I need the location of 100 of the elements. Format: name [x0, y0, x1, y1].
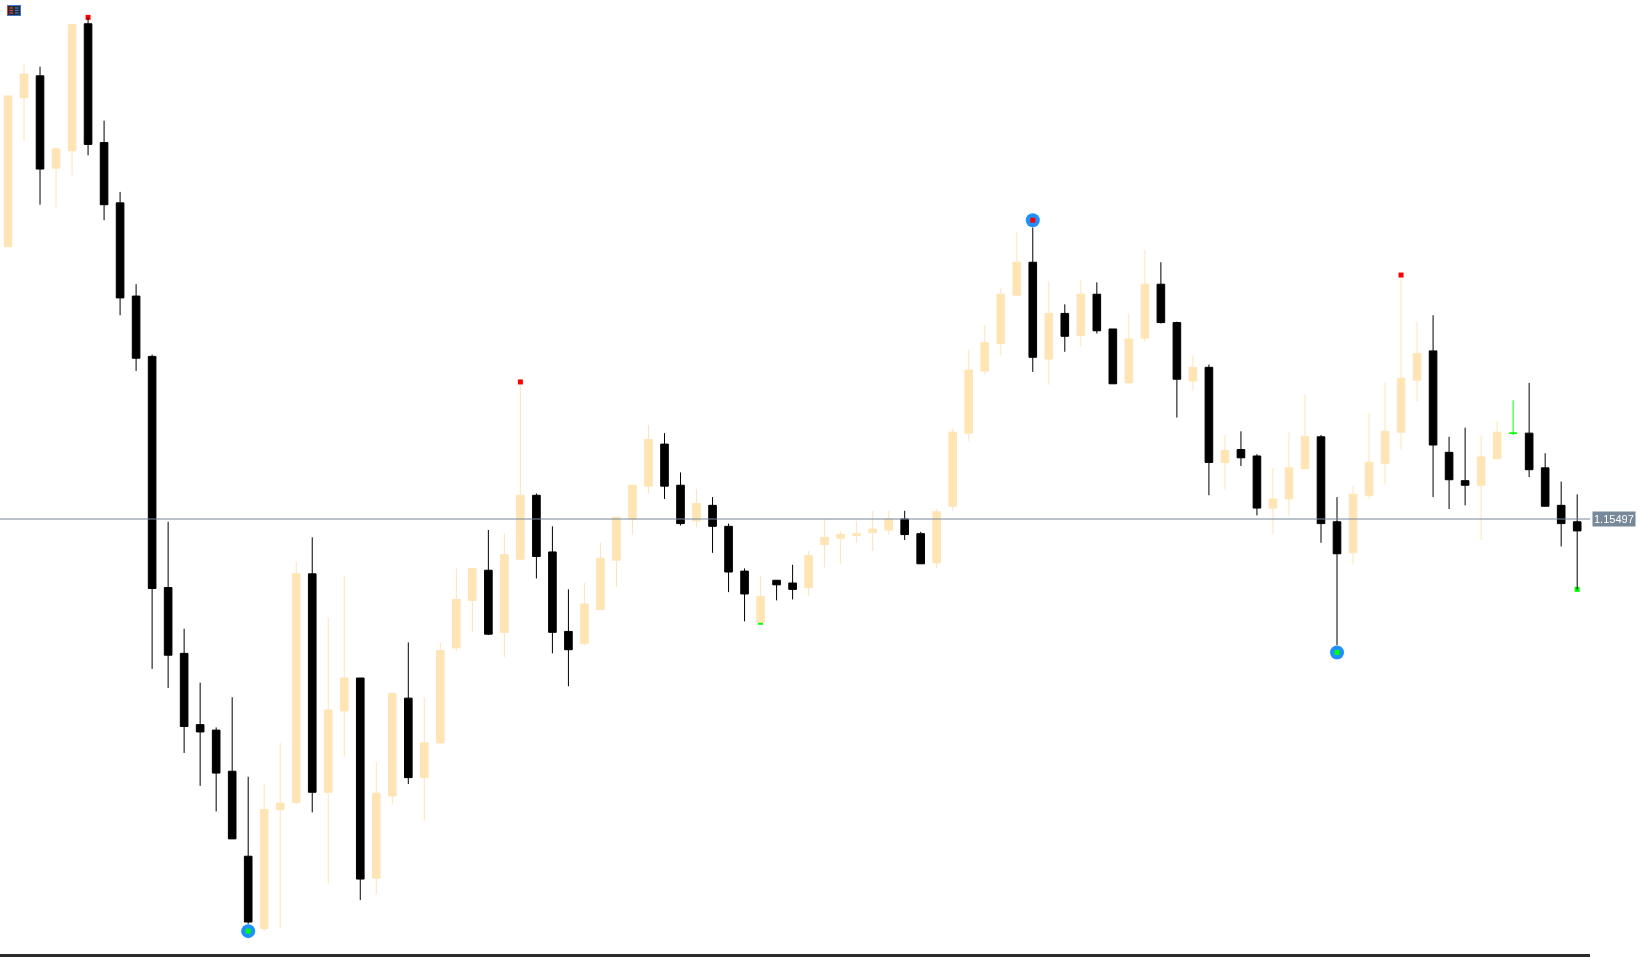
candlestick: [596, 542, 605, 610]
candlestick: [1572, 493, 1582, 590]
candlestick: [1380, 382, 1390, 485]
candlestick: [1172, 321, 1182, 419]
candlestick: [1364, 412, 1374, 500]
candlestick: [1348, 485, 1358, 565]
candlestick: [836, 530, 845, 565]
candlestick: [436, 641, 445, 744]
candlestick: [115, 191, 125, 316]
candlestick: [1124, 312, 1134, 384]
candlestick: [692, 488, 701, 528]
candlestick: [644, 424, 653, 494]
candlestick: [1476, 435, 1486, 541]
candlestick: [1156, 261, 1166, 324]
candlestick: [1300, 394, 1310, 470]
candlestick: [932, 508, 942, 569]
candlestick: [532, 492, 541, 579]
candlestick: [564, 588, 573, 687]
candlestick: [500, 533, 509, 658]
candlestick: [1332, 496, 1342, 646]
candlestick: [51, 146, 61, 208]
candlestick: [147, 354, 157, 670]
candlestick: [19, 62, 29, 143]
candlestick: [323, 617, 333, 885]
candlestick: [211, 726, 221, 812]
candlestick: [788, 564, 797, 600]
candlestick: [1412, 321, 1422, 402]
candlestick: [948, 428, 958, 512]
candlestick: [852, 520, 861, 544]
candlestick: [35, 66, 45, 206]
candlestick: [179, 628, 189, 754]
candlestick: [484, 529, 493, 636]
candlestick: [1492, 420, 1502, 460]
candlestick: [1204, 364, 1214, 496]
candlestick: [420, 696, 429, 822]
candlestick: [964, 349, 974, 442]
candlestick: [724, 523, 733, 593]
candlestick: [916, 531, 926, 565]
candlestick: [1236, 430, 1246, 467]
candlestick: [1092, 281, 1102, 335]
candlestick: [1076, 279, 1086, 347]
candlestick: [772, 579, 781, 601]
candlestick: [980, 324, 990, 376]
candlestick: [307, 536, 317, 813]
candlestick: [884, 510, 893, 536]
candlestick: [820, 518, 829, 568]
candlestick: [99, 120, 109, 221]
candlestick: [1140, 248, 1150, 343]
candlestick: [1044, 280, 1054, 386]
point: [517, 379, 523, 385]
candlestick: [339, 575, 349, 758]
candlestick: [1524, 382, 1534, 478]
candlestick: [227, 696, 237, 840]
candlestick: [900, 510, 909, 541]
candlestick: [259, 783, 269, 932]
candlestick: [387, 693, 397, 805]
candlestick: [3, 95, 13, 248]
candlestick: [355, 677, 365, 901]
candlestick: [275, 742, 285, 929]
candlestick: [1428, 314, 1438, 498]
candlestick: [1460, 427, 1470, 506]
candlestick: [660, 432, 669, 500]
candlestick: [804, 550, 813, 597]
candlestick: [1444, 436, 1454, 510]
candlestick: [1540, 452, 1550, 507]
candlestick: [1060, 303, 1070, 353]
candlestick: [1012, 231, 1022, 296]
candlestick: [404, 641, 413, 785]
candlestick: [1508, 399, 1518, 436]
point: [1398, 272, 1404, 278]
candlestick: [131, 283, 141, 372]
candlestick: [163, 521, 173, 689]
candlestick: [516, 385, 525, 560]
candlestick: [1284, 431, 1294, 516]
candlestick: [1556, 481, 1566, 547]
candlestick: [996, 287, 1006, 356]
candlestick: [291, 561, 301, 805]
candlestick: [676, 471, 685, 526]
annotation: 1.15497: [1594, 513, 1634, 525]
candlestick: [195, 682, 205, 787]
candlestick: [1268, 467, 1278, 536]
candlestick: [740, 567, 749, 622]
candlestick: [708, 496, 717, 554]
candlestick: [1028, 227, 1038, 373]
candlestick: [371, 761, 381, 896]
candlestick: [1396, 277, 1406, 451]
candlestick: [1316, 434, 1326, 544]
candlestick: [452, 567, 461, 652]
candlestick: [1252, 453, 1262, 516]
candlestick: [1188, 354, 1198, 392]
candlestick: [868, 510, 877, 552]
candlestick: [243, 776, 253, 925]
candlestick: [1220, 434, 1230, 491]
candlestick: [628, 484, 637, 536]
candlestick: [580, 582, 589, 646]
candlestick: [548, 525, 557, 654]
candlestick: [1108, 328, 1118, 385]
candlestick: [468, 567, 477, 633]
candlestick: [67, 24, 77, 176]
point: [1574, 586, 1580, 592]
